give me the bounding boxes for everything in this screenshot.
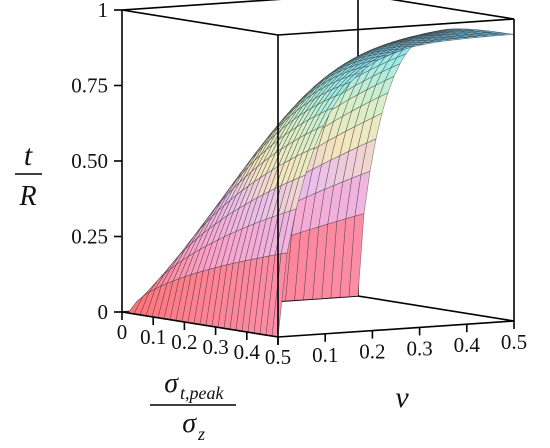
x-tick-label: 0.2 xyxy=(171,330,197,354)
plot-box-front xyxy=(121,0,515,338)
z-axis-label: t R xyxy=(15,139,42,212)
y-tick-label: 0.4 xyxy=(454,333,481,357)
z-label-numerator: t xyxy=(24,139,33,172)
x-tick-label: 0.3 xyxy=(202,335,228,359)
z-tick-label: 0 xyxy=(98,300,109,324)
x-label-denominator-sub: z xyxy=(197,424,205,444)
x-tick-label: 0.1 xyxy=(140,325,166,349)
z-tick-label: 0.50 xyxy=(71,149,108,173)
z-label-denominator: R xyxy=(18,181,36,212)
y-tick-label: 0.3 xyxy=(406,336,432,360)
y-tick-label: 0.5 xyxy=(501,330,527,354)
surface-mesh xyxy=(121,28,515,338)
y-axis-label: ν xyxy=(395,381,409,414)
frame-edge xyxy=(277,320,515,338)
frame-edge xyxy=(390,0,515,20)
z-tick-label: 1 xyxy=(98,0,109,22)
frame-edge xyxy=(121,311,279,338)
x-label-denominator: σ xyxy=(182,408,197,439)
z-tick-label: 0.75 xyxy=(71,74,108,98)
y-tick-label: 0.1 xyxy=(312,343,338,367)
frame-edge xyxy=(121,9,279,36)
x-tick-label: 0.5 xyxy=(265,345,291,369)
x-tick-label: 0 xyxy=(117,320,128,344)
y-tick-label: 0.2 xyxy=(359,340,385,364)
frame-edge xyxy=(357,295,515,322)
x-label-numerator-sub: t,peak xyxy=(180,383,224,403)
x-label-numerator: σ xyxy=(164,368,179,399)
x-axis-label: σ t,peak σ z xyxy=(150,368,236,444)
frame-edge xyxy=(121,0,282,11)
frame-edge xyxy=(277,18,515,36)
z-tick-label: 0.25 xyxy=(71,225,108,249)
x-tick-label: 0.4 xyxy=(234,340,261,364)
